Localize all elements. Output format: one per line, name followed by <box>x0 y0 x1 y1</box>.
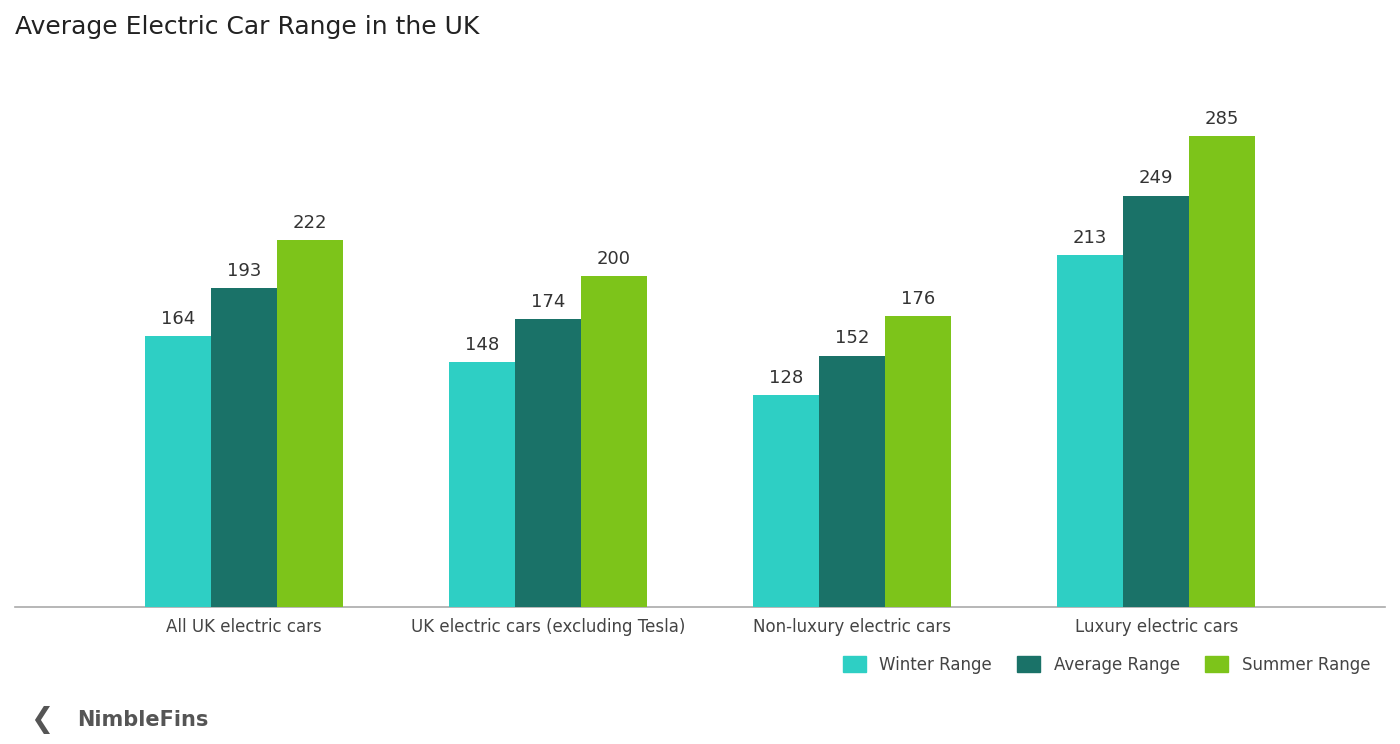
Text: 213: 213 <box>1072 228 1107 247</box>
Bar <box>515 319 581 607</box>
Legend: Winter Range, Average Range, Summer Range: Winter Range, Average Range, Summer Rang… <box>836 649 1376 680</box>
Bar <box>1189 136 1256 607</box>
Text: 164: 164 <box>161 310 195 327</box>
Text: NimbleFins: NimbleFins <box>77 711 209 730</box>
Bar <box>819 356 885 607</box>
Text: 128: 128 <box>769 369 804 387</box>
Bar <box>753 395 819 607</box>
Bar <box>885 316 951 607</box>
Text: 285: 285 <box>1205 110 1239 128</box>
Text: 200: 200 <box>596 250 631 268</box>
Text: 193: 193 <box>227 262 260 280</box>
Bar <box>1057 255 1123 607</box>
Text: ❮: ❮ <box>31 706 53 734</box>
Bar <box>581 277 647 607</box>
Text: 148: 148 <box>465 336 498 354</box>
Text: 176: 176 <box>902 290 935 308</box>
Text: Average Electric Car Range in the UK: Average Electric Car Range in the UK <box>15 15 479 39</box>
Bar <box>144 336 211 607</box>
Bar <box>1123 196 1189 607</box>
Text: 152: 152 <box>834 330 869 347</box>
Bar <box>277 240 343 607</box>
Bar <box>449 362 515 607</box>
Text: 249: 249 <box>1140 170 1173 187</box>
Text: 174: 174 <box>531 293 566 311</box>
Bar <box>211 288 277 607</box>
Text: 222: 222 <box>293 214 328 232</box>
